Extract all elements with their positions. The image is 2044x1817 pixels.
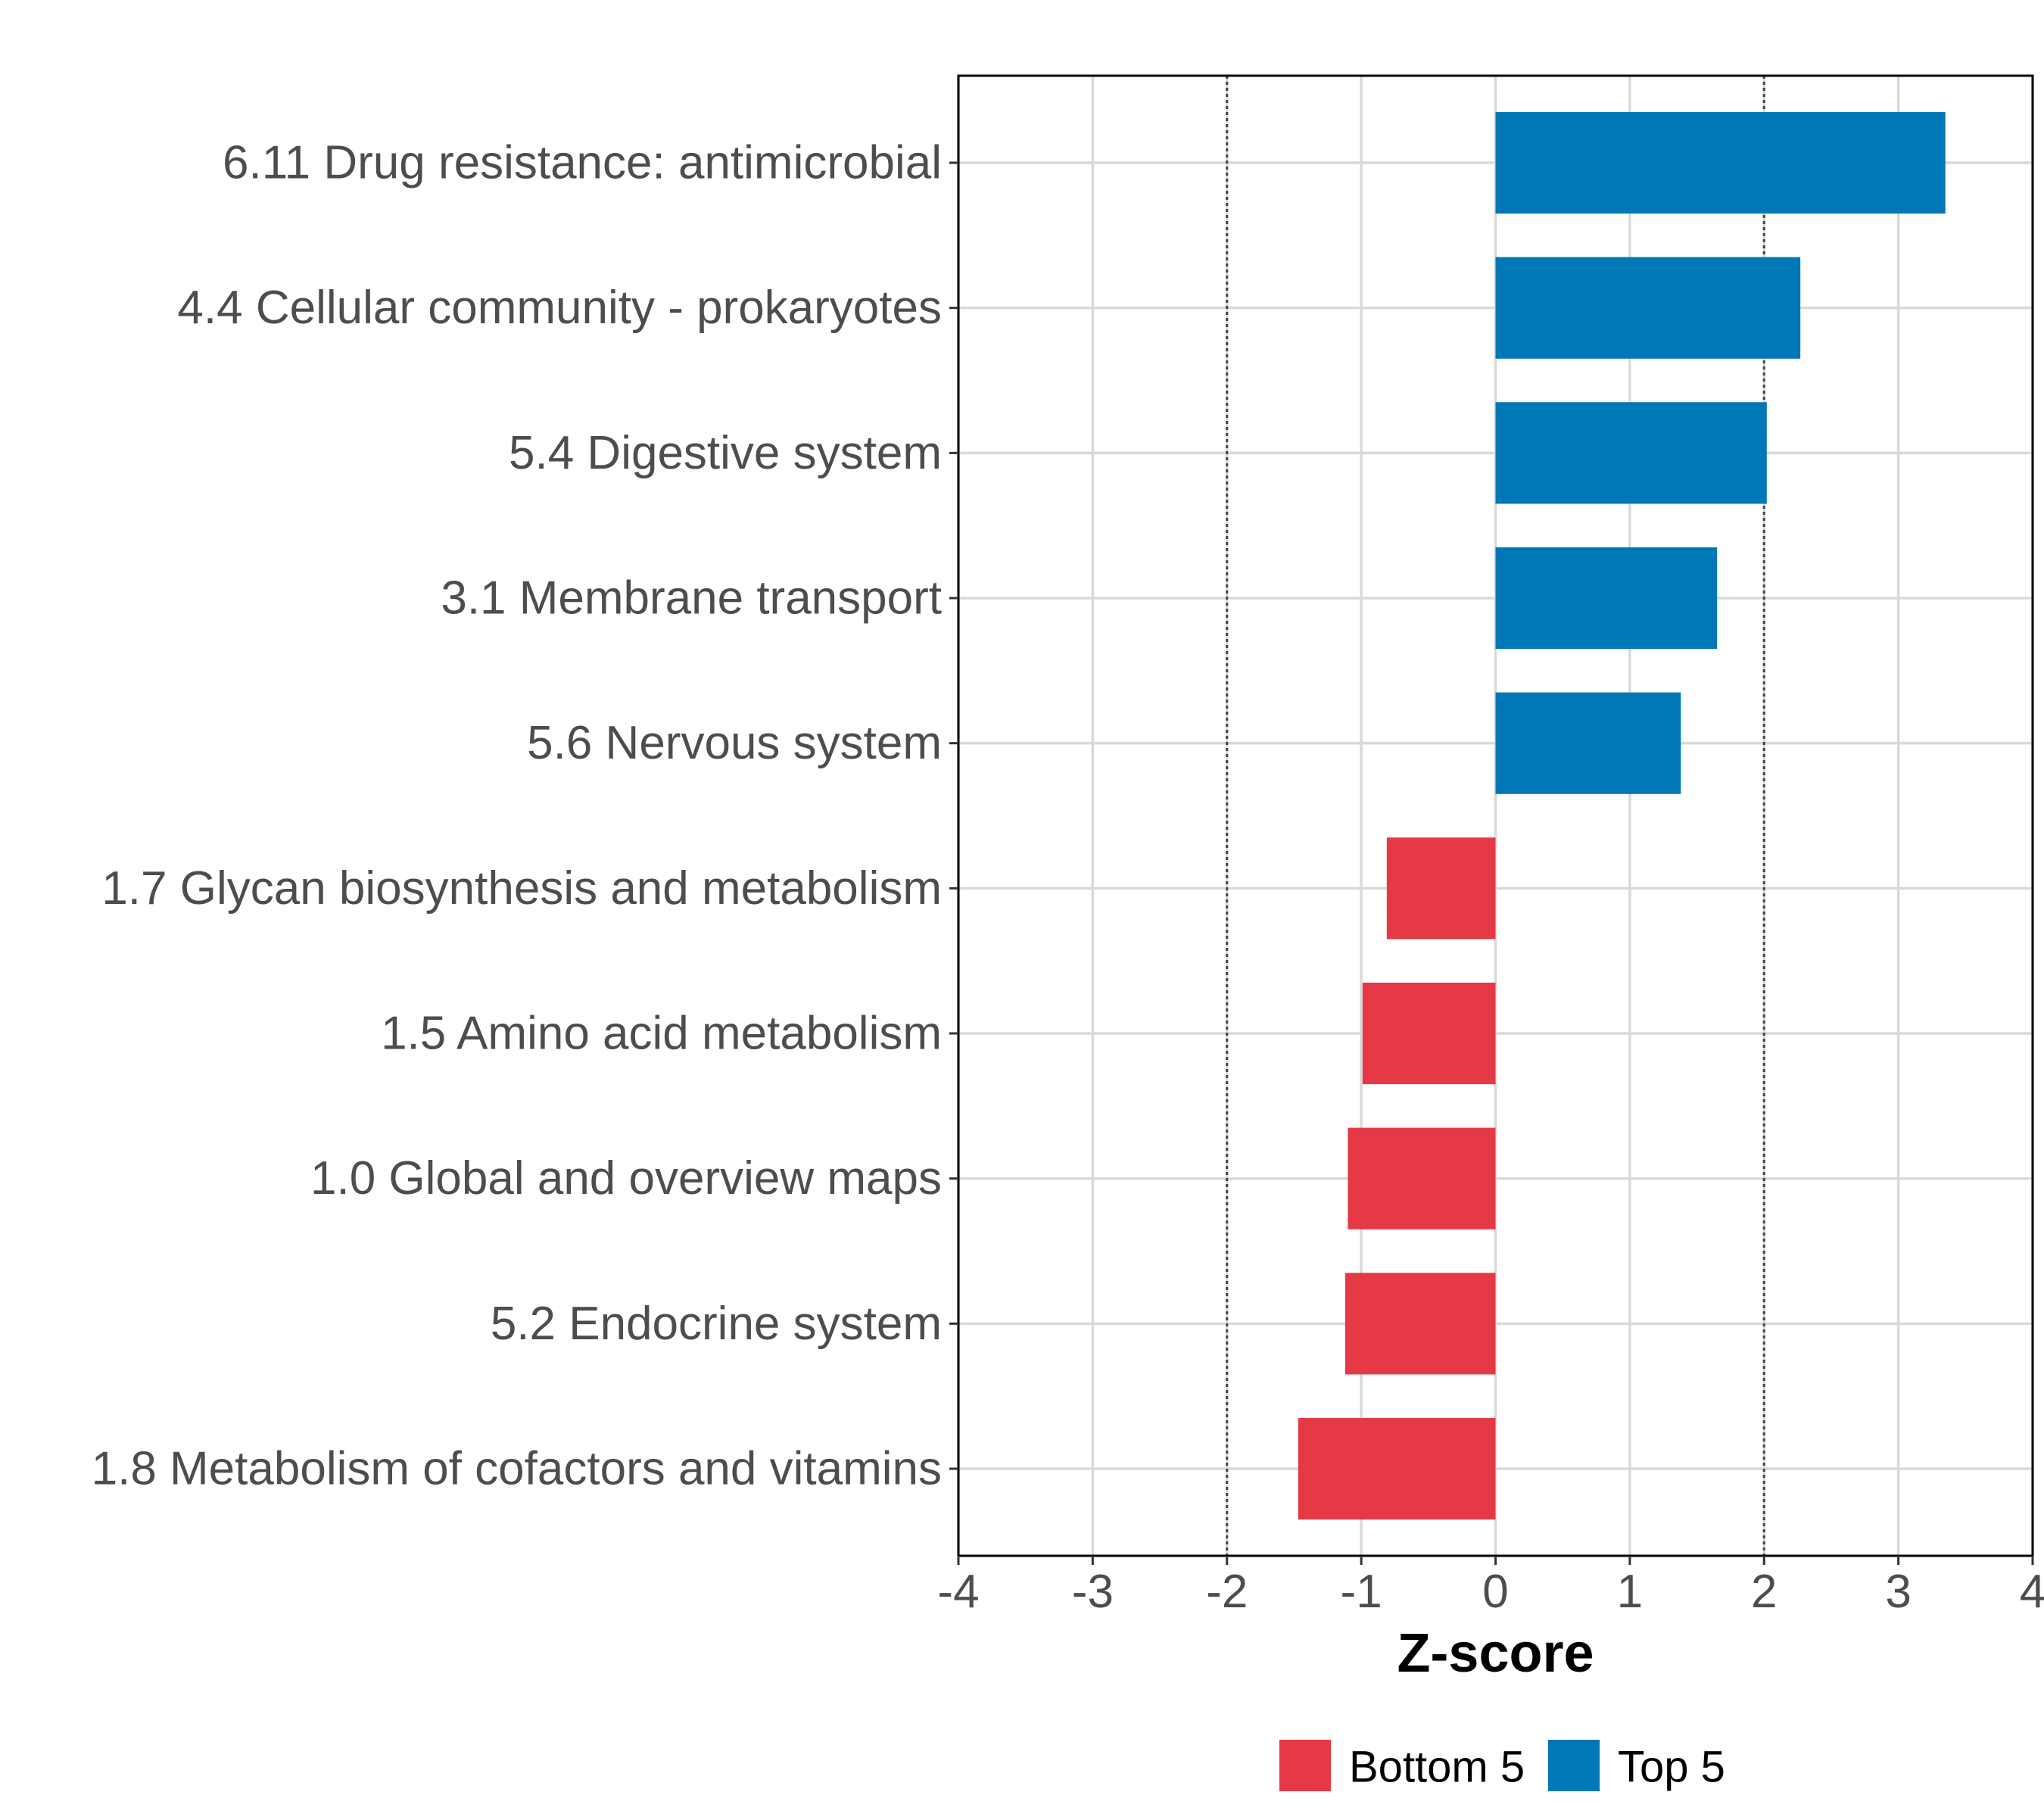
y-tick-label: 1.0 Global and overview maps <box>310 1152 942 1205</box>
x-tick-label: 1 <box>1617 1566 1643 1618</box>
x-tick-label: 2 <box>1751 1566 1777 1618</box>
x-axis-title: Z-score <box>1397 1623 1594 1684</box>
y-tick-label: 1.7 Glycan biosynthesis and metabolism <box>101 862 942 915</box>
legend-swatch <box>1548 1740 1600 1791</box>
reference-lines <box>1226 76 1765 1556</box>
y-tick-label: 4.4 Cellular community - prokaryotes <box>177 282 942 334</box>
bar <box>1495 257 1801 359</box>
legend-swatch <box>1279 1740 1331 1791</box>
y-tick-label: 5.2 Endocrine system <box>491 1298 942 1350</box>
y-axis: 6.11 Drug resistance: antimicrobial 4.4 C… <box>92 137 958 1495</box>
y-tick-label: 6.11 Drug resistance: antimicrobial <box>223 137 942 189</box>
bar <box>1495 111 1946 214</box>
x-tick-label: -4 <box>937 1566 979 1618</box>
y-tick-label: 1.8 Metabolism of cofactors and vitamins <box>92 1443 942 1495</box>
bar <box>1348 1127 1496 1230</box>
bar <box>1386 837 1496 940</box>
y-tick-label: 5.6 Nervous system <box>527 717 942 769</box>
bar <box>1362 982 1496 1085</box>
x-tick-label: -3 <box>1072 1566 1114 1618</box>
x-tick-label: 0 <box>1482 1566 1508 1618</box>
x-tick-label: 4 <box>2020 1566 2044 1618</box>
legend-label: Bottom 5 <box>1349 1743 1525 1792</box>
y-tick-label: 5.4 Digestive system <box>509 427 942 479</box>
bar <box>1495 547 1718 650</box>
bar <box>1298 1417 1496 1520</box>
x-tick-label: 3 <box>1885 1566 1911 1618</box>
bar <box>1495 692 1681 794</box>
legend-label: Top 5 <box>1618 1743 1725 1792</box>
x-axis: -4 -3 -2 -1 0 1 2 3 4 <box>937 1556 2044 1618</box>
legend: Bottom 5 Top 5 <box>1279 1740 1725 1792</box>
bar <box>1495 402 1767 504</box>
bars <box>1298 111 1946 1520</box>
y-tick-label: 1.5 Amino acid metabolism <box>381 1008 942 1060</box>
x-tick-label: -2 <box>1206 1566 1248 1618</box>
x-tick-label: -1 <box>1341 1566 1382 1618</box>
bar <box>1344 1273 1496 1375</box>
y-tick-label: 3.1 Membrane transport <box>441 572 942 625</box>
